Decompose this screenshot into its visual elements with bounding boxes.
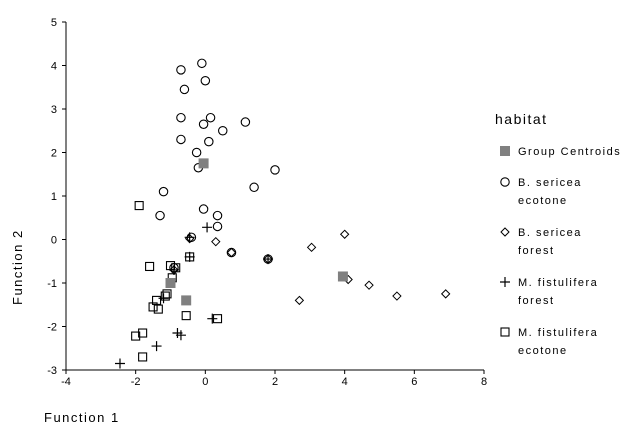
data-point (145, 261, 155, 272)
legend-entry-label: B. sericea (518, 227, 582, 239)
x-tick-label: 4 (342, 376, 348, 388)
data-point (114, 358, 125, 369)
x-tick-label: -4 (61, 376, 71, 388)
x-tick-label: 6 (411, 376, 417, 388)
data-point (158, 186, 169, 197)
data-point (200, 75, 211, 86)
data-point (440, 289, 451, 299)
data-point (165, 261, 176, 271)
data-point (218, 126, 228, 136)
data-point (138, 328, 148, 338)
data-point (176, 112, 186, 123)
legend-entry-label: Group Centroids (518, 146, 621, 158)
data-point (306, 242, 317, 253)
data-point (138, 352, 148, 362)
legend-marker-open-square (500, 327, 510, 337)
data-point (175, 330, 186, 341)
data-point (165, 278, 176, 288)
data-point (204, 136, 214, 147)
y-tick-label: 2 (51, 148, 57, 160)
legend: habitat Group Centroids B. sericea ecotone… (495, 111, 621, 357)
data-point (181, 311, 191, 321)
data-point (211, 236, 221, 247)
data-point (184, 251, 195, 262)
data-point (270, 165, 280, 175)
data-point (160, 291, 170, 301)
legend-entry-label: B. sericea (518, 177, 582, 189)
data-point (339, 229, 350, 239)
data-point (176, 65, 186, 75)
data-point (226, 247, 237, 258)
data-point (392, 291, 402, 301)
data-point (212, 314, 223, 324)
series-b-sericea-forest (169, 229, 451, 306)
legend-entry-label: ecotone (518, 345, 568, 357)
legend-title: habitat (495, 111, 548, 127)
series-m-fistulifera-forest (114, 222, 274, 369)
data-point (198, 158, 209, 169)
data-point (202, 222, 213, 233)
x-tick-label: 0 (202, 376, 208, 388)
legend-entry-label: forest (518, 295, 555, 307)
data-point (155, 210, 165, 221)
x-axis-ticks: -4 -2 0 2 4 6 8 (61, 370, 487, 388)
data-point (198, 119, 209, 129)
data-point (263, 254, 274, 265)
data-point (207, 313, 218, 324)
data-point (197, 58, 207, 69)
y-tick-label: 3 (51, 104, 57, 116)
data-point (179, 84, 190, 95)
data-point (134, 201, 144, 211)
data-point (176, 134, 186, 145)
y-tick-label: 1 (51, 191, 57, 203)
data-point (364, 280, 374, 290)
legend-marker-diamond (500, 227, 510, 237)
y-tick-label: -1 (47, 278, 57, 290)
data-point (171, 263, 181, 273)
data-point (249, 182, 259, 193)
y-axis-title: Function 2 (10, 229, 25, 305)
y-tick-label: -2 (47, 322, 57, 334)
data-point (131, 331, 141, 341)
plot-area (114, 58, 451, 369)
data-point (240, 117, 251, 127)
data-point (181, 295, 192, 306)
legend-marker-filled-square (500, 146, 510, 156)
data-point (184, 232, 195, 243)
data-point (226, 247, 237, 258)
data-point (153, 304, 163, 314)
series-m-fistulifera-ecotone (131, 201, 223, 362)
x-tick-label: 8 (481, 376, 487, 388)
legend-entry-label: forest (518, 245, 555, 257)
x-tick-label: 2 (272, 376, 278, 388)
data-point (212, 210, 223, 221)
data-point (185, 252, 195, 262)
legend-marker-plus (500, 277, 510, 287)
series-group-centroids (165, 158, 348, 306)
y-tick-label: 4 (51, 61, 57, 73)
y-tick-label: 0 (51, 235, 57, 247)
data-point (212, 221, 223, 232)
y-tick-label: -3 (47, 365, 57, 377)
data-point (205, 112, 216, 123)
data-point (337, 271, 348, 282)
data-point (162, 289, 172, 299)
x-axis-title: Function 1 (44, 410, 120, 425)
legend-marker-circle (500, 177, 510, 187)
data-point (191, 147, 202, 158)
axes (65, 22, 484, 371)
data-point (148, 302, 158, 312)
y-tick-label: 5 (51, 17, 57, 29)
legend-entry-label: M. fistulifera (518, 327, 598, 339)
data-point (151, 341, 162, 352)
data-point (294, 295, 305, 306)
legend-entry-label: ecotone (518, 195, 568, 207)
x-tick-label: -2 (131, 376, 141, 388)
legend-entry-label: M. fistulifera (518, 277, 598, 289)
data-point (198, 204, 209, 214)
y-axis-ticks: -3 -2 -1 0 1 2 3 4 5 (47, 17, 66, 377)
